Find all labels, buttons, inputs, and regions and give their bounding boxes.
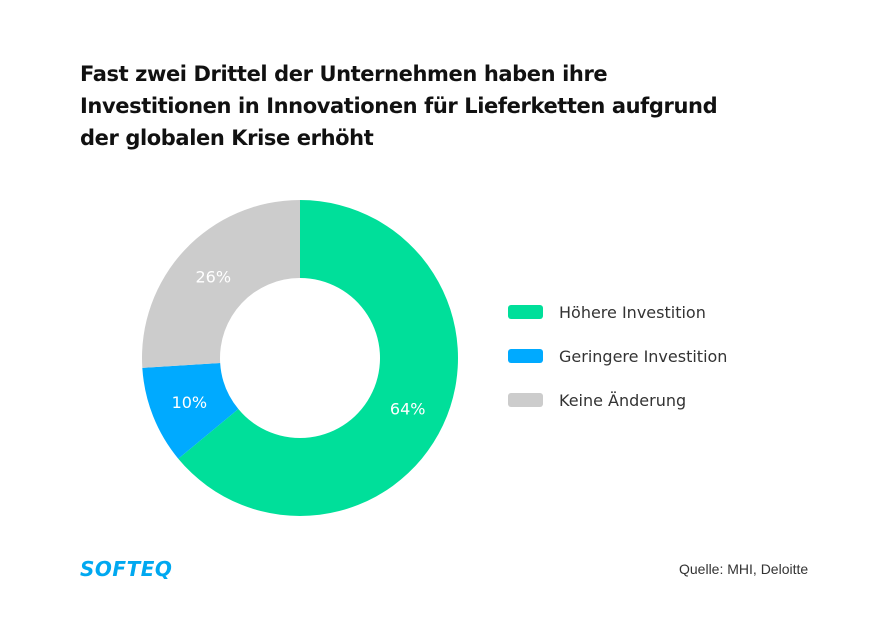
data-label: 26% bbox=[195, 268, 231, 287]
legend-label: Keine Änderung bbox=[559, 390, 687, 410]
slice-lower-investment bbox=[142, 363, 239, 459]
legend-item-higher: Höhere Investition bbox=[508, 300, 706, 324]
data-label: 64% bbox=[390, 400, 426, 419]
legend-swatch bbox=[508, 393, 543, 407]
source-note: Quelle: MHI, Deloitte bbox=[679, 561, 809, 577]
chart-title-line: Investitionen in Innovationen für Liefer… bbox=[80, 94, 718, 118]
legend-item-no-change: Keine Änderung bbox=[508, 388, 686, 412]
chart-title: Fast zwei Drittel der Unternehmen haben … bbox=[80, 58, 800, 154]
data-label: 10% bbox=[172, 393, 208, 412]
legend-swatch bbox=[508, 305, 543, 319]
legend-swatch bbox=[508, 349, 543, 363]
legend-item-lower: Geringere Investition bbox=[508, 344, 727, 368]
slice-no-change bbox=[142, 200, 300, 368]
chart-title-line: der globalen Krise erhöht bbox=[80, 126, 374, 150]
softeq-logo: SOFTEQ bbox=[80, 557, 173, 581]
legend-label: Höhere Investition bbox=[559, 302, 706, 322]
slice-higher-investment bbox=[178, 200, 458, 516]
chart-title-line: Fast zwei Drittel der Unternehmen haben … bbox=[80, 62, 608, 86]
legend-label: Geringere Investition bbox=[559, 346, 728, 366]
